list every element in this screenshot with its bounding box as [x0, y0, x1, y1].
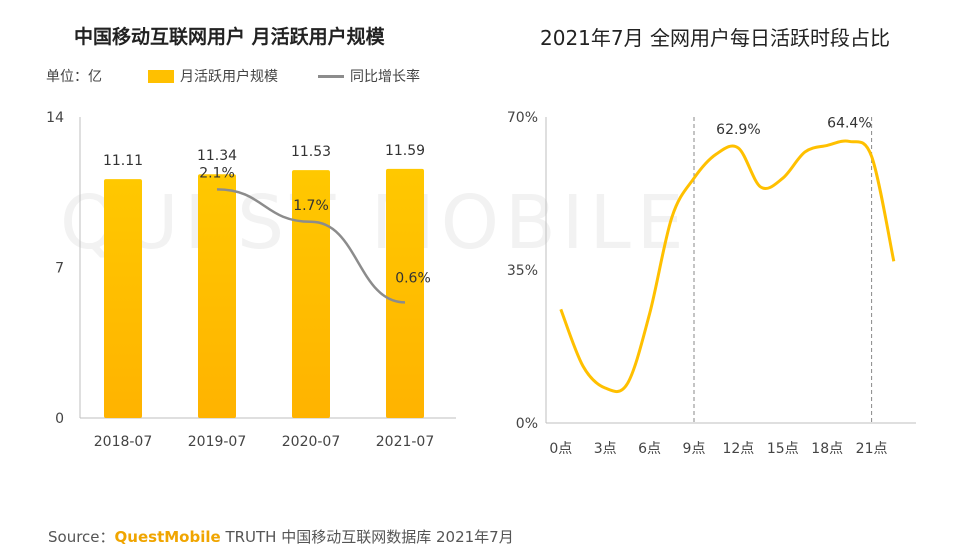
- legend-bar-label: 月活跃用户规模: [180, 69, 278, 85]
- right-x-tick-label: 9点: [683, 441, 706, 457]
- right-x-tick-label: 6点: [638, 441, 661, 457]
- bar-value-label: 11.59: [385, 143, 425, 159]
- growth-label: 2.1%: [199, 165, 235, 181]
- growth-label: 0.6%: [395, 270, 431, 286]
- left-chart-title: 中国移动互联网用户 月活跃用户规模: [74, 26, 385, 48]
- watermark: QUEST MOBILE: [60, 180, 690, 266]
- bar: [386, 168, 424, 418]
- left-y-tick-label: 0: [55, 411, 64, 427]
- right-x-tick-label: 15点: [767, 441, 799, 457]
- legend-bar-swatch: [148, 69, 174, 83]
- right-x-tick-label: 21点: [856, 441, 888, 457]
- bar-value-label: 11.34: [197, 148, 237, 164]
- bar-value-label: 11.11: [103, 153, 143, 169]
- legend-bar: 月活跃用户规模: [148, 66, 278, 86]
- bar: [104, 179, 142, 418]
- bar: [198, 174, 236, 418]
- right-x-tick-label: 0点: [549, 441, 572, 457]
- right-x-tick-label: 12点: [722, 441, 754, 457]
- source-rest: TRUTH 中国移动互联网数据库 2021年7月: [220, 528, 514, 546]
- left-x-tick-label: 2018-07: [94, 434, 153, 450]
- left-y-tick-label: 7: [55, 261, 64, 277]
- right-x-tick-label: 3点: [594, 441, 617, 457]
- right-y-tick-label: 35%: [507, 263, 538, 279]
- right-y-tick-label: 70%: [507, 110, 538, 126]
- legend-line-label: 同比增长率: [350, 69, 420, 85]
- legend-line: 同比增长率: [318, 66, 420, 86]
- legend-line-swatch: [318, 74, 344, 78]
- source-brand: QuestMobile: [114, 528, 221, 546]
- left-x-tick-label: 2021-07: [376, 434, 435, 450]
- right-chart-title: 2021年7月 全网用户每日活跃时段占比: [540, 26, 890, 50]
- left-x-tick-label: 2019-07: [188, 434, 247, 450]
- peak-label: 64.4%: [827, 115, 871, 131]
- right-y-tick-label: 0%: [516, 416, 538, 432]
- growth-label: 1.7%: [293, 198, 329, 214]
- left-x-tick-label: 2020-07: [282, 434, 341, 450]
- growth-line: [216, 188, 406, 304]
- bar: [292, 170, 330, 418]
- source-prefix: Source：: [48, 528, 115, 546]
- left-y-tick-label: 14: [46, 110, 64, 126]
- bar-value-label: 11.53: [291, 144, 331, 160]
- activity-curve: [559, 139, 896, 394]
- source-note: Source：QuestMobile TRUTH 中国移动互联网数据库 2021…: [48, 526, 514, 547]
- unit-label: 单位：亿: [46, 69, 102, 85]
- peak-label: 62.9%: [716, 122, 760, 138]
- right-x-tick-label: 18点: [811, 441, 843, 457]
